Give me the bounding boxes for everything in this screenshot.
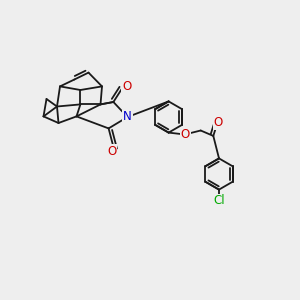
Text: O: O — [181, 128, 190, 141]
Text: O: O — [107, 145, 116, 158]
Text: O: O — [214, 116, 223, 129]
Text: N: N — [123, 110, 132, 124]
Text: O: O — [122, 80, 131, 94]
Text: Cl: Cl — [213, 194, 225, 208]
